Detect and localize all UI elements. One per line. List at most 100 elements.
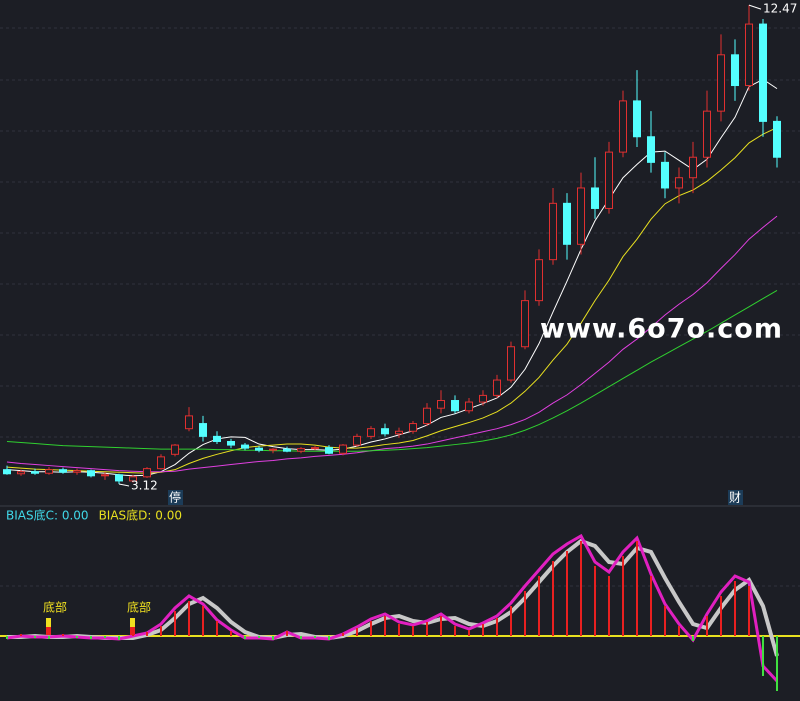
candle-body <box>241 444 249 449</box>
category-tag-bg <box>728 490 743 505</box>
candle-body <box>171 444 179 455</box>
candle-body <box>605 151 613 209</box>
min-label: 3.12 <box>131 479 158 493</box>
indicator-bar <box>34 636 36 638</box>
indicator-bar <box>384 616 386 636</box>
indicator-bar <box>706 616 708 636</box>
indicator-bar <box>678 626 680 636</box>
candle-body <box>395 430 403 435</box>
indicator-bar <box>482 624 484 636</box>
candle-body <box>479 394 487 403</box>
indicator-bar <box>286 631 288 636</box>
candle-body <box>143 468 151 478</box>
candle-body <box>31 471 39 474</box>
indicator-bar <box>496 618 498 636</box>
candle-body <box>115 474 123 482</box>
indicator-bar <box>440 616 442 636</box>
candle-body <box>87 470 95 477</box>
candle-body <box>689 156 697 179</box>
indicator-bar <box>48 636 50 639</box>
indicator-bar <box>328 636 330 640</box>
candle-body <box>619 100 627 153</box>
candle-body <box>297 448 305 452</box>
indicator-bar <box>510 606 512 636</box>
indicator-bar <box>664 606 666 636</box>
candle-body <box>535 259 543 302</box>
candle-body <box>353 435 361 446</box>
candle-body <box>521 300 529 348</box>
candle-body <box>647 136 655 163</box>
indicator-bar <box>538 576 540 636</box>
candle-body <box>703 110 711 158</box>
indicator-bar <box>468 630 470 636</box>
candle-body <box>59 469 67 473</box>
indicator-bar <box>412 626 414 636</box>
indicator-bar <box>6 636 8 639</box>
candle-body <box>283 448 291 452</box>
candle-body <box>577 187 585 245</box>
ma-line <box>6 289 778 452</box>
candle-body <box>45 469 53 474</box>
indicator-bar <box>594 566 596 636</box>
max-label: 12.47 <box>763 2 797 16</box>
indicator-bar <box>608 576 610 636</box>
indicator-bar <box>104 636 106 638</box>
candle-body <box>675 177 683 189</box>
indicator-bar <box>398 624 400 636</box>
indicator-bar <box>426 622 428 636</box>
indicator-bar <box>244 636 246 639</box>
candle-body <box>227 440 235 446</box>
candle-body <box>563 202 571 245</box>
candle-body <box>423 407 431 425</box>
indicator-bar <box>342 633 344 636</box>
indicator-bar <box>580 541 582 636</box>
indicator-line <box>6 533 779 683</box>
indicator-bar <box>552 561 554 636</box>
indicator-bar <box>692 636 694 641</box>
indicator-bar <box>76 636 78 638</box>
signal-bar <box>46 618 51 627</box>
indicator-bar <box>202 606 204 636</box>
signal-bar <box>130 627 135 635</box>
candle-body <box>745 23 753 87</box>
indicator-bar <box>174 611 176 636</box>
candle-body <box>549 202 557 261</box>
candle-body <box>311 447 319 450</box>
ma-line <box>6 127 778 474</box>
indicator-bar <box>118 636 120 640</box>
candle-body <box>437 400 445 409</box>
candle-body <box>773 120 781 158</box>
legend-entry: BIAS底D: 0.00 <box>99 508 182 523</box>
indicator-bar <box>566 551 568 636</box>
candle-body <box>493 379 501 396</box>
category-tag: 停 <box>169 490 181 505</box>
indicator-bar <box>146 632 148 636</box>
candle-body <box>73 470 81 473</box>
candle-body <box>507 346 515 381</box>
legend-entry: BIAS底C: 0.00 <box>6 508 89 523</box>
category-tag: 财 <box>729 491 741 505</box>
indicator-bar <box>650 576 652 636</box>
indicator-bar <box>524 591 526 636</box>
indicator-bar <box>90 636 92 639</box>
candle-body <box>717 54 725 112</box>
candle-body <box>17 471 25 475</box>
candle-body <box>269 448 277 451</box>
indicator-bar <box>720 596 722 636</box>
candle-body <box>185 415 193 430</box>
min-pointer <box>118 483 130 487</box>
indicator-bar <box>230 631 232 636</box>
ma-line <box>6 215 778 473</box>
category-tag-bg <box>168 490 183 505</box>
candle-body <box>367 428 375 437</box>
candle-body <box>255 447 263 451</box>
candle-body <box>199 423 207 437</box>
candle-body <box>213 435 221 442</box>
indicator-bar <box>160 626 162 636</box>
signal-label: 底部 <box>43 600 67 615</box>
candle-body <box>325 447 333 454</box>
candle-body <box>339 444 347 454</box>
indicator-bar <box>748 586 750 636</box>
